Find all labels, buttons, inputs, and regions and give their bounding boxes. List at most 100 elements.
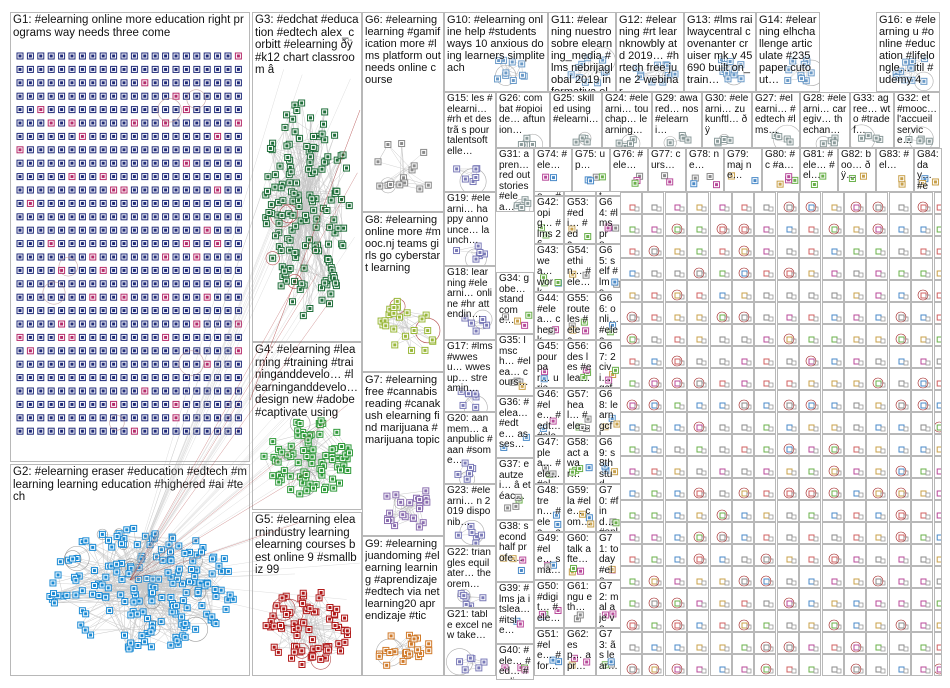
small-group-cell	[709, 456, 732, 478]
small-group-cell	[687, 544, 710, 566]
small-group-cell	[911, 324, 934, 346]
small-group-cell	[776, 302, 799, 324]
group-label-mini20: G54: ethin… #ele…	[567, 246, 591, 288]
group-label-g21: G21: table excel new take…	[447, 610, 493, 641]
group-panel-mini14: G48: tren… #elea… apr…	[534, 484, 564, 532]
small-group-cell	[911, 456, 934, 478]
small-group-cell	[620, 412, 642, 434]
group-label-g23: G23: #elearni… n 2019 disponib…	[447, 486, 491, 528]
small-group-cell	[844, 544, 866, 566]
small-group-cell	[776, 280, 799, 302]
small-group-cell	[821, 522, 844, 544]
small-group-cell	[799, 478, 822, 500]
small-group-cell	[642, 544, 665, 566]
small-group-cell	[776, 258, 799, 280]
group-panel-g15: G15: les #elearni… #rh et des trã s pour…	[444, 92, 496, 192]
small-group-cell	[687, 434, 710, 456]
g1-node-grid	[16, 52, 242, 435]
small-group-cell	[664, 566, 687, 588]
group-panel-mini5: G39: #lms ja itslea… #itsle…	[496, 582, 534, 644]
group-label-g2: G2: #elearning eraser #education #edtech…	[13, 466, 247, 503]
small-group-cell	[687, 280, 710, 302]
small-group-cell	[709, 346, 732, 368]
small-group-cell	[911, 302, 934, 324]
group-label-mini48: G82: boo… ðÿ…	[841, 150, 872, 181]
small-group-cell	[933, 544, 942, 566]
small-group-cell	[620, 500, 642, 522]
group-label-mini39: G73: ã s lear…	[599, 630, 618, 672]
small-group-cell	[866, 544, 889, 566]
group-panel-g19: G19: #elearni… happy announce… launch…	[444, 192, 496, 266]
small-group-cell	[642, 368, 665, 390]
group-panel-mini41: G75: up…	[572, 148, 610, 192]
group-label-mini42: G76: #ele…	[613, 150, 644, 171]
group-label-mini3: G37: e autzei… â etéac…	[499, 460, 531, 502]
group-label-mini33: G67: 2civi… gcfl…	[599, 342, 616, 387]
small-group-cell	[709, 566, 732, 588]
group-panel-mini26: G60: talk afte…	[564, 532, 596, 580]
small-group-cell	[620, 566, 642, 588]
small-group-cell	[687, 654, 710, 676]
small-group-cell	[732, 632, 754, 654]
small-group-cell	[776, 566, 799, 588]
small-group-cell	[732, 544, 754, 566]
small-group-cell	[754, 192, 777, 214]
small-group-cell	[664, 522, 687, 544]
small-group-cell	[888, 654, 911, 676]
small-group-cell	[709, 192, 732, 214]
small-group-cell	[709, 500, 732, 522]
small-group-cell	[933, 324, 942, 346]
group-label-g10: G10: #elearning online help #students wa…	[447, 14, 545, 74]
small-group-cell	[709, 368, 732, 390]
small-group-cell	[664, 610, 687, 632]
small-group-cell	[687, 632, 710, 654]
small-group-cell	[776, 544, 799, 566]
small-group-cell	[933, 500, 942, 522]
small-group-cell	[888, 588, 911, 610]
small-group-cell	[776, 368, 799, 390]
small-group-cell	[642, 434, 665, 456]
group-panel-mini17: G51: #ele… #for…	[534, 628, 564, 676]
small-group-cell	[821, 456, 844, 478]
small-group-cell	[821, 478, 844, 500]
small-group-cell	[620, 368, 642, 390]
small-group-cell	[776, 324, 799, 346]
group-panel-mini46: G80: #c #a…	[762, 148, 800, 192]
small-group-cell	[754, 522, 777, 544]
group-label-mini13: G47: plea… #ele… #ele…	[537, 438, 561, 483]
group-panel-mini47: G81: #ele… #el…	[800, 148, 838, 192]
small-group-cell	[709, 632, 732, 654]
small-group-cell	[866, 324, 889, 346]
small-group-cell	[888, 456, 911, 478]
small-group-cell	[866, 236, 889, 258]
group-label-mini19: G53: #edi… #edc…	[567, 198, 589, 243]
small-group-cell	[687, 192, 710, 214]
group-label-mini43: G77: curs…	[651, 150, 681, 171]
small-group-cell	[687, 412, 710, 434]
group-panel-g14: G14: #elearning elhchallenge articulate …	[756, 12, 820, 92]
small-group-cell	[732, 588, 754, 610]
group-panel-g20: G20: aanmem… aanpublic #aan #some…	[444, 412, 496, 484]
small-group-cell	[821, 280, 844, 302]
group-label-mini21: G55: route les #elea…	[567, 294, 590, 339]
small-group-cell	[754, 456, 777, 478]
group-label-mini17: G51: #ele… #for…	[537, 630, 561, 672]
group-panel-mini40: G74: #ele…	[534, 148, 572, 192]
small-group-cell	[732, 654, 754, 676]
group-panel-mini38: G72: mal a je vea…	[596, 580, 622, 628]
small-group-cell	[709, 214, 732, 236]
small-group-cell	[821, 346, 844, 368]
small-group-cell	[799, 456, 822, 478]
small-group-cell	[620, 302, 642, 324]
group-label-g33: G33: agree… wto #tradef…	[853, 94, 891, 136]
group-panel-g31: G31: apren… red out stories #elea…	[496, 148, 534, 212]
group-panel-mini43: G77: curs…	[648, 148, 686, 192]
small-group-cell	[776, 390, 799, 412]
small-group-cell	[866, 456, 889, 478]
small-group-cell	[799, 324, 822, 346]
small-group-cell	[844, 522, 866, 544]
group-label-mini25: G59: la #ele… com…	[567, 486, 591, 528]
small-group-cell	[933, 368, 942, 390]
group-label-g17: G17: #lms #wwesu… wwesup… streamin…	[447, 342, 493, 394]
small-group-cell	[866, 412, 889, 434]
